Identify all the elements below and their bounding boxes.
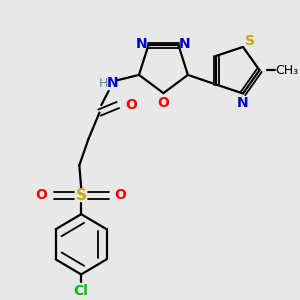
Text: CH₃: CH₃ xyxy=(275,64,298,77)
Text: N: N xyxy=(179,37,191,51)
Text: S: S xyxy=(245,34,255,48)
Text: O: O xyxy=(158,95,169,110)
Text: N: N xyxy=(237,96,249,110)
Text: Cl: Cl xyxy=(74,284,88,298)
Text: O: O xyxy=(115,188,127,203)
Text: N: N xyxy=(106,76,118,90)
Text: S: S xyxy=(76,188,87,203)
Text: H: H xyxy=(98,77,108,90)
Text: O: O xyxy=(125,98,137,112)
Text: O: O xyxy=(36,188,48,203)
Text: N: N xyxy=(136,37,148,51)
